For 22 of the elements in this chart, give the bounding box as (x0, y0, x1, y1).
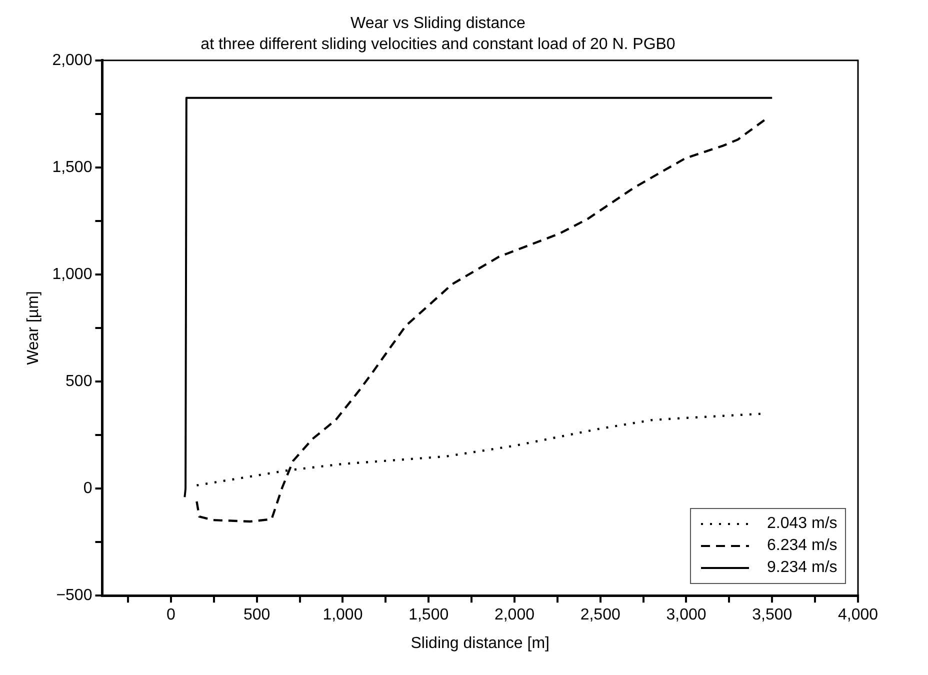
x-tick-label: 3,000 (666, 606, 706, 624)
y-tick-label: −500 (56, 587, 92, 604)
y-tick-label: 0 (83, 480, 92, 497)
chart-title: Wear vs Sliding distance (350, 15, 526, 32)
x-tick-label: 3,500 (752, 606, 792, 624)
x-tick-label: 4,000 (838, 606, 878, 624)
y-axis-title: Wear [µm] (25, 291, 42, 365)
legend-label: 6.234 m/s (767, 536, 838, 556)
y-tick-label: 1,500 (52, 158, 92, 176)
legend-label: 9.234 m/s (767, 558, 838, 578)
y-tick-label: 1,000 (52, 266, 92, 283)
x-tick-label: 1,000 (322, 606, 363, 624)
x-tick-label: 0 (166, 606, 176, 624)
y-tick-label: 500 (66, 372, 92, 390)
y-tick-label: 2,000 (52, 52, 92, 69)
x-tick-label: 2,000 (494, 606, 535, 624)
x-tick-label: 1,500 (408, 606, 449, 624)
legend-label: 2.043 m/s (767, 514, 838, 534)
chart-subtitle: at three different sliding velocities and constant load of 20 N. PGB0 (200, 36, 676, 54)
x-axis-title: Sliding distance [m] (410, 634, 550, 652)
x-tick-label: 2,500 (580, 606, 620, 624)
x-tick-label: 500 (243, 606, 270, 624)
